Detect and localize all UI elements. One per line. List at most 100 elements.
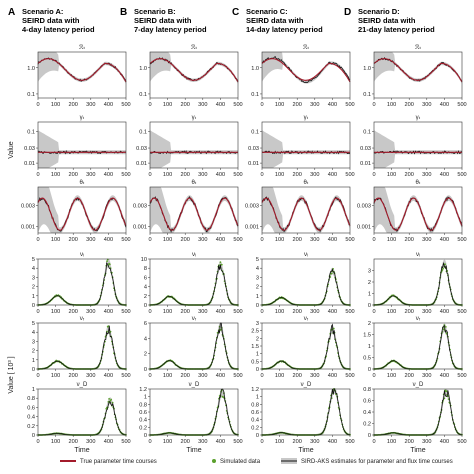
x-tick-label: 400 [104, 439, 113, 445]
sim-point [441, 269, 444, 271]
y-tick-label: 2 [368, 321, 371, 327]
x-tick-label: 200 [293, 102, 302, 108]
scenario-title-line: SEIRD data with [358, 16, 416, 25]
x-tick-label: 300 [310, 373, 319, 379]
x-tick-label: 300 [198, 309, 207, 315]
x-tick-label: 0 [372, 309, 375, 315]
x-tick-label: 200 [293, 309, 302, 315]
x-tick-label: 500 [345, 309, 354, 315]
true-line [149, 58, 239, 83]
x-tick-label: 100 [275, 172, 284, 178]
y-tick-label: 4 [32, 330, 35, 336]
sim-point [332, 327, 335, 330]
y-tick-label: 0 [32, 303, 35, 309]
y-tick-label: 1.2 [139, 387, 147, 393]
x-axis-label: Time [410, 447, 425, 454]
y-tick-label: 5 [256, 257, 259, 263]
x-tick-label: 300 [310, 237, 319, 243]
x-tick-label: 400 [216, 373, 225, 379]
x-tick-label: 200 [69, 102, 78, 108]
y-tick-label: 0.6 [27, 405, 35, 411]
y-tick-label: 10 [141, 257, 147, 263]
scenario-letter: C [232, 7, 239, 18]
x-tick-label: 500 [121, 237, 130, 243]
sim-point [444, 263, 446, 266]
y-tick-label: 6 [144, 275, 147, 281]
y-tick-label: 4 [144, 336, 147, 342]
y-tick-label: 0 [144, 433, 147, 439]
scenario-title-line: SEIRD data with [246, 16, 304, 25]
axes-frame [261, 51, 351, 99]
y-tick-label: 0.2 [27, 424, 35, 430]
x-tick-label: 500 [345, 102, 354, 108]
panel-title: ν_D [77, 382, 88, 388]
legend-sim-swatch [212, 459, 216, 463]
x-tick-label: 200 [181, 373, 190, 379]
estimate-band [374, 130, 462, 168]
x-axis-label: Time [298, 447, 313, 454]
y-tick-label: 0 [368, 433, 371, 439]
panel-r2-c0: θₜ 0.001 0.003 0 100 200 300 400 500 [21, 180, 131, 243]
x-tick-label: 500 [121, 373, 130, 379]
x-tick-label: 500 [345, 237, 354, 243]
y-tick-label: 1 [368, 344, 371, 350]
x-tick-label: 500 [345, 373, 354, 379]
x-tick-label: 400 [328, 439, 337, 445]
y-tick-label: 2 [256, 336, 259, 342]
x-tick-label: 300 [198, 102, 207, 108]
panel-r3-c0: νᵢ 0 1 2 3 4 5 0 100 200 300 400 500 [32, 252, 131, 315]
estimate-band [38, 52, 126, 84]
x-tick-label: 300 [422, 439, 431, 445]
sim-point [442, 267, 444, 270]
panel-title: ν_D [189, 382, 200, 388]
y-tick-label: 0.003 [245, 204, 259, 210]
x-tick-label: 200 [181, 237, 190, 243]
x-tick-label: 300 [422, 172, 431, 178]
x-tick-label: 400 [104, 102, 113, 108]
estimate-line [150, 264, 238, 306]
y-tick-label: 0.03 [136, 146, 147, 152]
y-tick-label: 0.001 [21, 224, 35, 230]
y-tick-label: 0.6 [139, 410, 147, 416]
x-tick-label: 200 [405, 102, 414, 108]
y-tick-label: 2 [256, 285, 259, 291]
panel-title: νᵣ [80, 316, 85, 322]
x-tick-label: 400 [328, 237, 337, 243]
x-tick-label: 200 [405, 237, 414, 243]
panel-title: θₜ [191, 180, 196, 186]
x-tick-label: 100 [275, 439, 284, 445]
panel-title: νᵣ [192, 316, 197, 322]
x-tick-label: 100 [387, 373, 396, 379]
x-tick-label: 300 [198, 237, 207, 243]
sim-point [442, 328, 445, 331]
axes-frame [37, 51, 127, 99]
x-tick-label: 0 [148, 373, 151, 379]
sim-point [445, 390, 448, 392]
x-tick-label: 300 [310, 439, 319, 445]
x-tick-label: 200 [293, 373, 302, 379]
x-tick-label: 300 [310, 309, 319, 315]
x-tick-label: 0 [260, 237, 263, 243]
y-tick-label: 0.2 [251, 425, 259, 431]
y-tick-label: 0 [256, 367, 259, 373]
y-tick-label: 3 [32, 275, 35, 281]
x-tick-label: 400 [440, 172, 449, 178]
sim-point [108, 263, 111, 266]
x-tick-label: 100 [51, 439, 60, 445]
x-tick-label: 0 [36, 102, 39, 108]
x-tick-label: 100 [387, 237, 396, 243]
axes-frame [373, 51, 463, 99]
scenario-title-line: SEIRD data with [134, 16, 192, 25]
x-tick-label: 0 [36, 172, 39, 178]
y-tick-label: 1.2 [251, 387, 259, 393]
x-tick-label: 200 [69, 172, 78, 178]
x-tick-label: 300 [86, 439, 95, 445]
sim-point [219, 261, 222, 264]
x-tick-label: 500 [233, 309, 242, 315]
x-tick-label: 0 [372, 102, 375, 108]
x-tick-label: 500 [233, 237, 242, 243]
y-tick-label: 0.01 [360, 161, 371, 167]
y-tick-label: 0.003 [357, 204, 371, 210]
